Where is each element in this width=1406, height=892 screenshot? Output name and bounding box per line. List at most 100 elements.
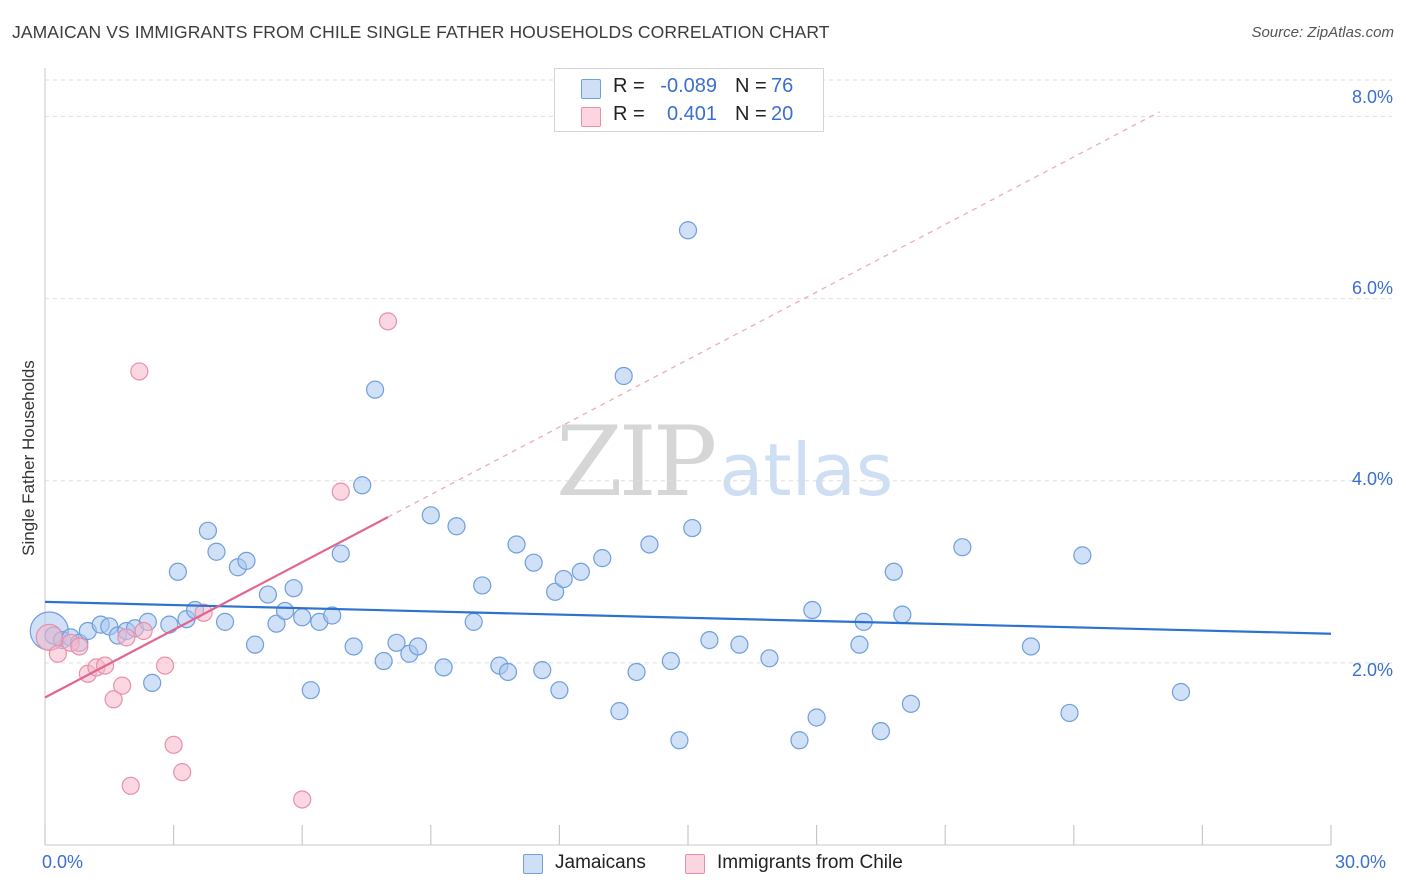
jamaicans-point <box>434 658 453 677</box>
jamaicans-point <box>293 608 312 627</box>
jamaicans-point <box>614 366 633 386</box>
jamaicans-point <box>421 506 440 525</box>
jamaicans-point <box>237 551 256 570</box>
chile-point <box>134 621 153 641</box>
jamaicans-point <box>1073 546 1092 565</box>
legend-swatch-chile <box>685 854 705 874</box>
chile-point <box>155 656 175 675</box>
jamaicans-point <box>850 635 869 654</box>
jamaicans-point <box>953 538 972 557</box>
jamaicans-point <box>901 694 921 713</box>
jamaicans-point <box>1060 703 1079 723</box>
chile-point <box>121 776 140 795</box>
y-tick-label-4: 4.0% <box>1351 469 1393 489</box>
jamaicans-point <box>275 601 295 621</box>
jamaicans-point <box>198 521 217 540</box>
legend-swatch-jamaicans <box>581 79 601 99</box>
chile-trend-extension <box>387 111 1160 518</box>
legend-n-label: N = <box>735 103 767 125</box>
jamaicans-point <box>524 553 543 572</box>
jamaicans-point <box>871 722 891 741</box>
chile-point <box>293 790 312 809</box>
y-tick-label-8: 8.0% <box>1351 87 1393 107</box>
jamaicans-point <box>344 637 363 656</box>
jamaicans-trend-line <box>44 600 1332 635</box>
jamaicans-point <box>1021 637 1041 656</box>
jamaicans-point <box>447 517 466 536</box>
jamaicans-point <box>678 221 698 240</box>
jamaicans-point <box>803 600 822 620</box>
legend-row-chile: R = 0.401 N = 20 <box>555 101 823 129</box>
jamaicans-point <box>353 476 372 495</box>
chile-point <box>48 644 67 663</box>
jamaicans-point <box>507 535 526 554</box>
y-tick-label-2: 2.0% <box>1351 660 1393 680</box>
legend-label-jamaicans: Jamaicans <box>555 852 646 873</box>
jamaicans-point <box>301 681 320 700</box>
jamaicans-point <box>550 681 569 700</box>
jamaicans-point <box>245 635 265 654</box>
legend-n-value: 76 <box>771 75 794 97</box>
jamaicans-point <box>143 673 162 692</box>
jamaicans-point <box>640 535 659 554</box>
jamaicans-point <box>408 637 428 656</box>
jamaicans-point <box>730 635 749 654</box>
jamaicans-point <box>323 606 342 625</box>
jamaicans-point <box>610 702 629 721</box>
jamaicans-point <box>790 731 809 750</box>
legend-n-label: N = <box>735 75 767 97</box>
jamaicans-point <box>533 661 552 680</box>
jamaicans-point <box>571 562 590 581</box>
chile-point <box>130 362 149 381</box>
jamaicans-point <box>215 612 235 631</box>
jamaicans-point <box>168 562 187 581</box>
jamaicans-point <box>365 380 385 399</box>
chile-point <box>35 623 63 651</box>
jamaicans-point <box>554 569 573 589</box>
jamaicans-point <box>374 651 393 671</box>
chile-point <box>113 676 132 695</box>
jamaicans-point <box>464 612 483 631</box>
jamaicans-point <box>160 615 179 634</box>
jamaicans-point <box>760 649 779 668</box>
legend-r-label: R = <box>613 75 645 97</box>
chile-point <box>104 690 123 709</box>
jamaicans-point <box>207 542 226 561</box>
jamaicans-point <box>700 630 719 650</box>
chile-trend-line <box>44 516 389 699</box>
chile-point <box>331 482 350 501</box>
jamaicans-point <box>546 582 565 601</box>
jamaicans-point <box>593 549 612 568</box>
chile-point <box>164 735 183 754</box>
legend-n-value: 20 <box>771 103 794 125</box>
jamaicans-point <box>258 585 278 604</box>
jamaicans-point <box>473 576 492 595</box>
jamaicans-point <box>807 708 826 727</box>
legend-r-value: 0.401 <box>666 103 717 125</box>
jamaicans-point <box>893 605 912 624</box>
chile-point <box>70 637 89 656</box>
jamaicans-point <box>1171 682 1191 702</box>
series-legend: Jamaicans Immigrants from Chile <box>0 852 1406 878</box>
legend-swatch-jamaicans <box>523 854 543 874</box>
jamaicans-point <box>387 633 406 652</box>
chile-point <box>378 312 398 331</box>
legend-r-value: -0.089 <box>660 75 717 97</box>
stats-legend: R = -0.089 N = 76 R = 0.401 N = 20 <box>554 68 824 132</box>
jamaicans-point <box>683 518 702 538</box>
legend-label-chile: Immigrants from Chile <box>717 852 903 873</box>
x-tick-label-min: 0.0% <box>42 852 84 872</box>
jamaicans-point <box>670 731 689 750</box>
y-tick-label-6: 6.0% <box>1351 278 1393 298</box>
jamaicans-point <box>267 614 286 633</box>
legend-swatch-chile <box>581 107 601 127</box>
jamaicans-point <box>331 544 350 563</box>
chile-point <box>117 628 136 647</box>
chart-title: JAMAICAN VS IMMIGRANTS FROM CHILE SINGLE… <box>12 22 830 42</box>
x-tick-label-max: 30.0% <box>1335 852 1387 872</box>
jamaicans-point <box>661 651 680 671</box>
jamaicans-point <box>627 662 646 682</box>
chile-point <box>173 763 192 782</box>
legend-row-jamaicans: R = -0.089 N = 76 <box>555 73 823 101</box>
